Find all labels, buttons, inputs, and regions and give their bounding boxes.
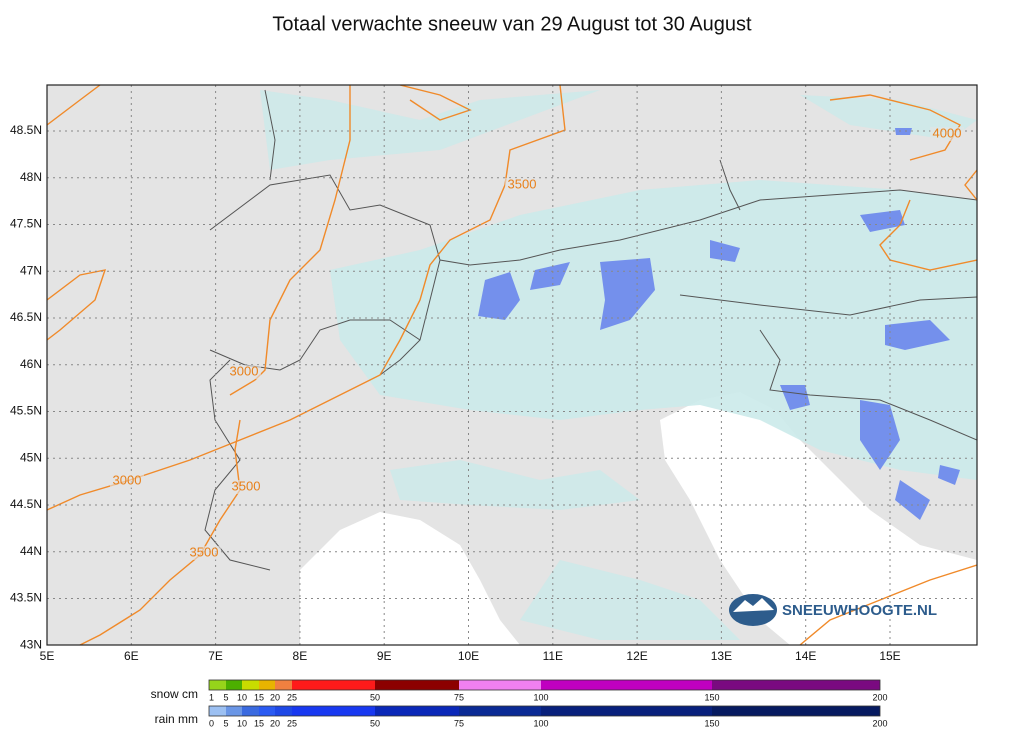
legend-swatch xyxy=(292,706,375,716)
lon-label: 5E xyxy=(40,649,55,663)
legend-tick: 20 xyxy=(270,718,280,728)
legend-tick: 150 xyxy=(704,692,719,702)
legend-swatch xyxy=(541,706,712,716)
contour-label-bg xyxy=(187,546,221,560)
lon-label: 10E xyxy=(458,649,479,663)
legend-tick: 10 xyxy=(237,692,247,702)
contour-label-bg xyxy=(110,474,144,488)
legend-swatch xyxy=(459,706,541,716)
lat-label: 47N xyxy=(20,263,42,277)
contour-label-bg xyxy=(229,480,263,494)
legend: snow cm rain mm 1 5 10 15 20 25 50 75 100 150 2000… xyxy=(151,679,888,728)
precip-area xyxy=(260,90,600,170)
lat-label: 45N xyxy=(20,450,42,464)
legend-swatch xyxy=(375,680,459,690)
legend-tick: 100 xyxy=(533,718,548,728)
legend-swatch xyxy=(275,706,292,716)
legend-swatch xyxy=(259,706,275,716)
legend-tick: 1 xyxy=(209,692,214,702)
contour-label: 3500 xyxy=(508,176,537,191)
lat-label: 46.5N xyxy=(10,310,42,324)
sea xyxy=(300,512,520,645)
legend-tick: 15 xyxy=(254,718,264,728)
logo: SNEEUWHOOGTE.NL xyxy=(729,594,937,626)
contour-label: 3500 xyxy=(232,478,261,493)
legend-tick: 5 xyxy=(223,718,228,728)
contour-label-bg xyxy=(227,365,261,379)
map: 3500 3000 3000 3500 3500 4000 SNEEUWHOOGTE.NL xyxy=(47,85,977,645)
legend-swatch xyxy=(242,706,259,716)
contour-label: 3500 xyxy=(190,544,219,559)
legend-tick: 150 xyxy=(704,718,719,728)
lon-label: 6E xyxy=(124,649,139,663)
legend-tick: 75 xyxy=(454,718,464,728)
legend-tick: 10 xyxy=(237,718,247,728)
lat-label: 44.5N xyxy=(10,497,42,511)
graticule xyxy=(47,85,977,645)
legend-tick: 20 xyxy=(270,692,280,702)
legend-tick: 50 xyxy=(370,718,380,728)
legend-tick: 0 xyxy=(209,718,214,728)
legend-swatch xyxy=(712,680,880,690)
precip-area xyxy=(390,460,640,510)
legend-tick: 25 xyxy=(287,718,297,728)
contour-label: 3000 xyxy=(113,472,142,487)
legend-tick: 15 xyxy=(254,692,264,702)
legend-tick: 200 xyxy=(872,718,887,728)
contour-label: 4000 xyxy=(933,125,962,140)
lat-label: 43N xyxy=(20,637,42,651)
legend-swatch xyxy=(275,680,292,690)
lon-label: 11E xyxy=(543,649,563,663)
lat-label: 47.5N xyxy=(10,217,42,231)
legend-swatch xyxy=(541,680,712,690)
legend-swatch xyxy=(226,706,242,716)
contour-label-bg xyxy=(505,178,539,192)
lat-label: 48N xyxy=(20,170,42,184)
legend-tick: 200 xyxy=(872,692,887,702)
map-title: Totaal verwachte sneeuw van 29 August to… xyxy=(272,13,752,35)
legend-frame xyxy=(208,705,881,717)
axis-labels: 48.5N 48N 47.5N 47N 46.5N 46N 45.5N 45N 44.5N 44N… xyxy=(10,123,901,663)
rain-area xyxy=(478,128,960,520)
legend-label: snow cm xyxy=(151,687,198,701)
contour-label: 3000 xyxy=(230,363,259,378)
lon-label: 7E xyxy=(208,649,223,663)
map-frame xyxy=(46,84,978,646)
legend-swatch xyxy=(292,680,375,690)
lon-label: 8E xyxy=(293,649,308,663)
legend-swatch xyxy=(209,680,226,690)
legend-tick: 25 xyxy=(287,692,297,702)
lat-label: 46N xyxy=(20,357,42,371)
lat-label: 48.5N xyxy=(10,123,42,137)
lon-label: 15E xyxy=(879,649,900,663)
precip-area xyxy=(330,180,977,480)
legend-swatch xyxy=(259,680,275,690)
lat-label: 43.5N xyxy=(10,591,42,605)
legend-frame xyxy=(208,679,881,691)
legend-tick: 75 xyxy=(454,692,464,702)
legend-swatch xyxy=(209,706,226,716)
lat-label: 44N xyxy=(20,544,42,558)
precip-area xyxy=(520,560,740,640)
legend-tick: 100 xyxy=(533,692,548,702)
sea xyxy=(660,392,977,645)
lon-label: 9E xyxy=(377,649,392,663)
lon-label: 12E xyxy=(626,649,647,663)
legend-swatch xyxy=(375,706,459,716)
legend-tick: 50 xyxy=(370,692,380,702)
legend-swatch xyxy=(242,680,259,690)
legend-swatch xyxy=(226,680,242,690)
lon-label: 14E xyxy=(795,649,816,663)
lat-label: 45.5N xyxy=(10,404,42,418)
legend-tick: 5 xyxy=(223,692,228,702)
legend-swatch xyxy=(459,680,541,690)
contour-labels: 3500 3000 3000 3500 3500 4000 xyxy=(110,125,964,560)
logo-text: SNEEUWHOOGTE.NL xyxy=(782,602,937,619)
lon-label: 13E xyxy=(711,649,732,663)
contour-label-bg xyxy=(930,127,964,141)
legend-label: rain mm xyxy=(155,712,198,726)
legend-swatch xyxy=(712,706,880,716)
